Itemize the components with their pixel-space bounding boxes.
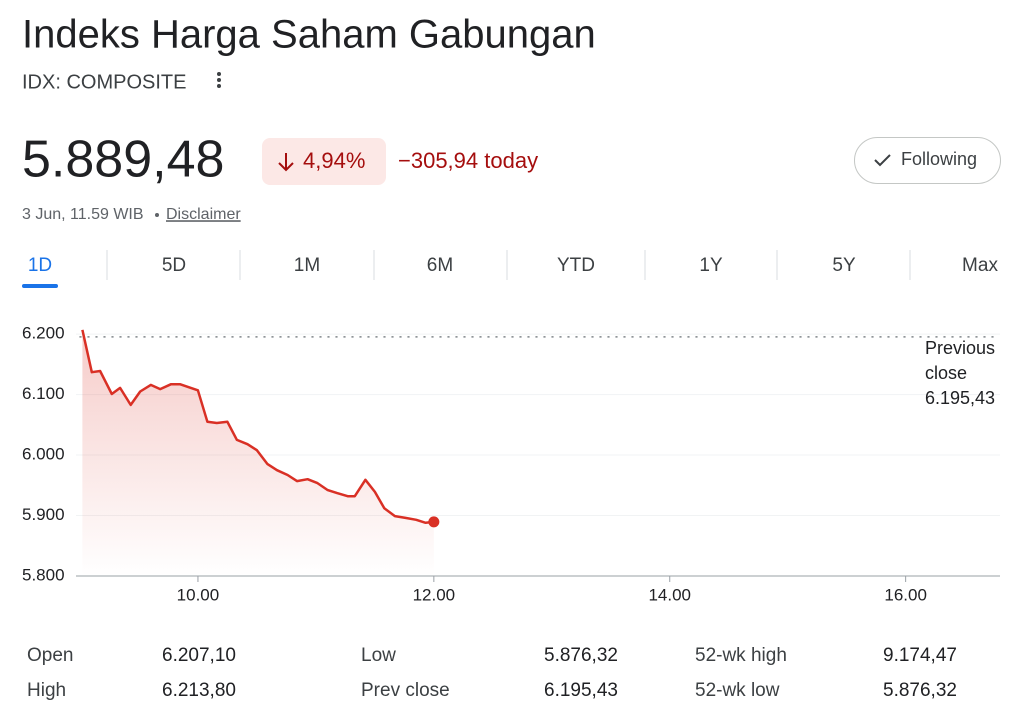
x-tick-label: 12.00 [413, 585, 456, 604]
tab[interactable]: 1M [294, 255, 320, 276]
menu-dot [217, 72, 221, 76]
menu-dot [217, 78, 221, 82]
y-tick-label: 6.100 [22, 384, 65, 403]
stat-value: 6.207,10 [162, 645, 236, 666]
follow-button[interactable]: Following [854, 137, 1001, 184]
chart: 5.800 5.900 6.000 6.100 6.200 10.00 12.00 14.00… [22, 324, 1001, 604]
menu-dot [217, 84, 221, 88]
previous-close-label: Previous [925, 338, 995, 358]
title: Indeks Harga Saham Gabungan [22, 13, 596, 57]
more-menu[interactable] [217, 72, 221, 88]
stat-label: Open [27, 645, 73, 666]
last-point [428, 516, 440, 528]
x-tick-label: 16.00 [884, 585, 927, 604]
stat-value: 5.876,32 [544, 645, 618, 666]
button-frame [854, 137, 1001, 184]
timestamp: 3 Jun, 11.59 WIB [22, 206, 144, 223]
stat-value: 5.876,32 [883, 680, 957, 701]
stat-label: High [27, 680, 66, 701]
change-abs: −305,94 today [398, 148, 538, 173]
x-tick-label: 14.00 [648, 585, 691, 604]
check-icon [874, 154, 891, 167]
disclaimer-link[interactable]: Disclaimer [166, 206, 241, 223]
stat-value: 6.195,43 [544, 680, 618, 701]
stat-label: 52-wk low [695, 680, 780, 701]
tab[interactable]: 5Y [832, 255, 856, 276]
y-tick-label: 5.900 [22, 505, 65, 524]
change-badge [262, 138, 386, 185]
stat-label: Low [361, 645, 396, 666]
y-tick-label: 5.800 [22, 565, 65, 584]
stat-label: Prev close [361, 680, 450, 701]
range-tabs: 1D 5D 1M 6M YTD 1Y 5Y Max [22, 250, 998, 288]
stat-value: 9.174,47 [883, 645, 957, 666]
price: 5.889,48 [22, 131, 224, 189]
previous-close-label: close [925, 363, 967, 383]
down-arrow [278, 153, 294, 172]
stats-table: Open 6.207,10 Low 5.876,32 52-wk high 9.174,4… [27, 645, 957, 701]
button-label: Following [901, 149, 977, 169]
tab[interactable]: 1D [28, 255, 52, 276]
price-line [81, 329, 434, 525]
tab[interactable]: 6M [427, 255, 453, 276]
y-tick-label: 6.200 [22, 324, 65, 343]
separator [155, 213, 159, 217]
change-pct: 4,94% [303, 148, 365, 173]
tab[interactable]: Max [962, 255, 998, 276]
y-tick-label: 6.000 [22, 445, 65, 464]
ticker: IDX: COMPOSITE [22, 71, 186, 93]
previous-close-value: 6.195,43 [925, 388, 995, 408]
tab-indicator [22, 284, 58, 288]
tab[interactable]: YTD [557, 255, 595, 276]
x-tick-label: 10.00 [177, 585, 220, 604]
tab[interactable]: 5D [162, 255, 186, 276]
stat-label: 52-wk high [695, 645, 787, 666]
tab[interactable]: 1Y [699, 255, 723, 276]
stat-value: 6.213,80 [162, 680, 236, 701]
